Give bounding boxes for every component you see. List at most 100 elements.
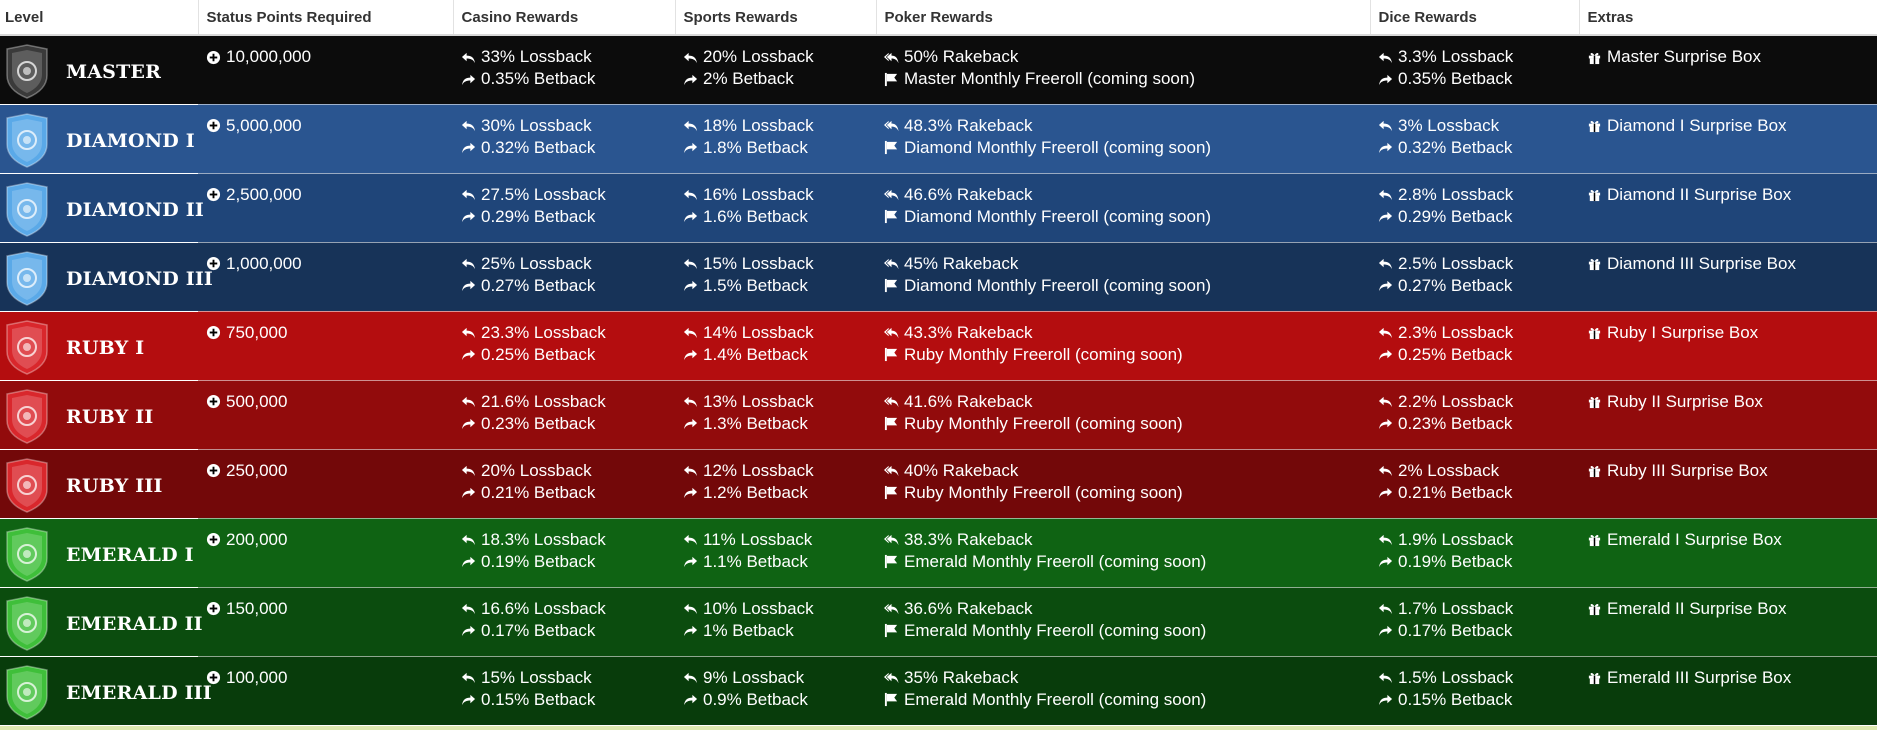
extras-cell: Diamond II Surprise Box <box>1579 173 1877 243</box>
poker-freeroll: Emerald Monthly Freeroll (coming soon) <box>904 689 1207 709</box>
flag-icon <box>884 347 898 362</box>
flag-icon <box>884 72 898 86</box>
header-casino-rewards: Casino Rewards <box>453 0 676 36</box>
reply-all-icon <box>884 396 899 408</box>
extras-cell: Ruby II Surprise Box <box>1579 380 1877 450</box>
table-row: EMERALD III 100,000 15% Lossback 0.15% B… <box>0 656 1877 726</box>
dice-rewards-cell: 1.5% Lossback 0.15% Betback <box>1370 656 1579 726</box>
poker-rakeback: 48.3% Rakeback <box>904 115 1033 135</box>
surprise-box: Emerald I Surprise Box <box>1607 529 1782 549</box>
plus-circle-icon <box>206 187 221 202</box>
extras-cell: Emerald I Surprise Box <box>1579 518 1877 588</box>
poker-rewards-cell: 35% Rakeback Emerald Monthly Freeroll (c… <box>876 656 1370 726</box>
level-name: MASTER <box>66 61 162 83</box>
dice-lossback: 2.2% Lossback <box>1398 391 1514 411</box>
casino-rewards-cell: 30% Lossback 0.32% Betback <box>453 104 675 174</box>
reply-arrow-icon <box>1378 672 1393 684</box>
reply-all-icon <box>884 672 899 684</box>
flag-icon <box>884 140 898 155</box>
dice-lossback: 2% Lossback <box>1398 460 1500 480</box>
casino-rewards-cell: 21.6% Lossback 0.23% Betback <box>453 380 675 450</box>
flag-icon <box>884 692 898 707</box>
share-arrow-icon <box>1378 211 1393 223</box>
level-badge-icon <box>3 112 51 168</box>
share-arrow-icon <box>461 487 476 499</box>
status-points-cell: 500,000 <box>198 380 453 450</box>
table-row: DIAMOND I 5,000,000 30% Lossback 0.32% B… <box>0 104 1877 174</box>
gift-icon <box>1588 259 1601 271</box>
dice-lossback: 3.3% Lossback <box>1398 47 1514 66</box>
level-badge-icon <box>3 457 51 513</box>
casino-betback: 0.21% Betback <box>481 482 596 502</box>
extras-cell: Master Surprise Box <box>1579 35 1877 105</box>
share-arrow-icon <box>683 418 698 430</box>
dice-lossback: 2.5% Lossback <box>1398 253 1514 273</box>
reply-all-icon <box>884 189 899 201</box>
casino-lossback: 15% Lossback <box>481 667 592 687</box>
dice-betback: 0.35% Betback <box>1398 69 1513 88</box>
share-arrow-icon <box>683 142 698 154</box>
level-cell: EMERALD II <box>0 587 203 657</box>
sports-lossback: 18% Lossback <box>703 115 814 135</box>
sports-betback: 1.4% Betback <box>703 344 808 364</box>
reply-arrow-icon <box>1378 189 1393 201</box>
plus-circle-icon <box>206 463 221 478</box>
reply-arrow-icon <box>1378 396 1393 408</box>
reply-all-icon <box>884 120 899 132</box>
status-points-value: 250,000 <box>226 460 288 480</box>
casino-betback: 0.23% Betback <box>481 413 596 433</box>
level-cell: RUBY I <box>0 311 198 381</box>
surprise-box: Diamond II Surprise Box <box>1607 184 1792 204</box>
level-cell: EMERALD I <box>0 518 198 588</box>
reply-all-icon <box>884 603 899 615</box>
dice-betback: 0.27% Betback <box>1398 275 1513 295</box>
casino-lossback: 33% Lossback <box>481 47 592 66</box>
gift-icon <box>1588 466 1601 478</box>
poker-freeroll: Emerald Monthly Freeroll (coming soon) <box>904 551 1207 571</box>
reply-all-icon <box>884 327 899 339</box>
sports-lossback: 14% Lossback <box>703 322 814 342</box>
reply-arrow-icon <box>683 52 698 63</box>
poker-freeroll: Ruby Monthly Freeroll (coming soon) <box>904 482 1183 502</box>
sports-lossback: 9% Lossback <box>703 667 805 687</box>
casino-betback: 0.25% Betback <box>481 344 596 364</box>
level-badge-icon <box>3 181 51 237</box>
header-extras: Extras <box>1579 0 1877 36</box>
reply-all-icon <box>884 465 899 477</box>
dice-rewards-cell: 2.2% Lossback 0.23% Betback <box>1370 380 1579 450</box>
plus-circle-icon <box>206 325 221 340</box>
reply-arrow-icon <box>683 327 698 339</box>
poker-freeroll: Ruby Monthly Freeroll (coming soon) <box>904 344 1183 364</box>
dice-lossback: 2.3% Lossback <box>1398 322 1514 342</box>
status-points-cell: 200,000 <box>198 518 453 588</box>
share-arrow-icon <box>683 694 698 706</box>
dice-betback: 0.19% Betback <box>1398 551 1513 571</box>
poker-rakeback: 50% Rakeback <box>904 47 1019 66</box>
share-arrow-icon <box>1378 74 1393 85</box>
share-arrow-icon <box>461 694 476 706</box>
header-status-points: Status Points Required <box>198 0 454 36</box>
share-arrow-icon <box>1378 625 1393 637</box>
dice-lossback: 1.7% Lossback <box>1398 598 1514 618</box>
flag-icon <box>884 278 898 293</box>
reply-arrow-icon <box>461 465 476 477</box>
dice-lossback: 1.9% Lossback <box>1398 529 1514 549</box>
sports-lossback: 16% Lossback <box>703 184 814 204</box>
casino-lossback: 21.6% Lossback <box>481 391 606 411</box>
casino-betback: 0.17% Betback <box>481 620 596 640</box>
casino-rewards-cell: 33% Lossback 0.35% Betback <box>453 35 675 105</box>
extras-cell: Diamond I Surprise Box <box>1579 104 1877 174</box>
share-arrow-icon <box>461 280 476 292</box>
reply-all-icon <box>884 258 899 270</box>
casino-betback: 0.19% Betback <box>481 551 596 571</box>
share-arrow-icon <box>683 211 698 223</box>
level-badge-icon <box>3 595 51 651</box>
status-points-value: 10,000,000 <box>226 47 312 66</box>
sports-rewards-cell: 18% Lossback 1.8% Betback <box>675 104 876 174</box>
table-row: DIAMOND III 1,000,000 25% Lossback 0.27%… <box>0 242 1877 312</box>
dice-rewards-cell: 1.7% Lossback 0.17% Betback <box>1370 587 1579 657</box>
extras-cell: Emerald III Surprise Box <box>1579 656 1877 726</box>
share-arrow-icon <box>683 556 698 568</box>
surprise-box: Emerald II Surprise Box <box>1607 598 1787 618</box>
gift-icon <box>1588 673 1601 685</box>
